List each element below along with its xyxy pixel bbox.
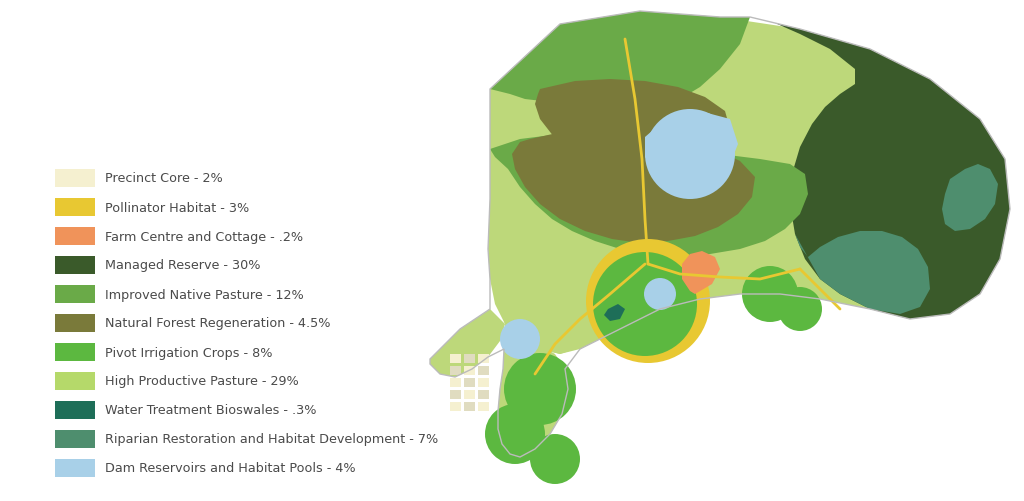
Circle shape [593,253,697,356]
Bar [55,314,95,332]
Text: Pivot Irrigation Crops - 8%: Pivot Irrigation Crops - 8% [105,346,272,359]
Bar [55,227,95,245]
Polygon shape [464,402,475,411]
Bar [55,343,95,361]
Polygon shape [493,229,580,354]
Circle shape [742,267,798,322]
Text: Pollinator Habitat - 3%: Pollinator Habitat - 3% [105,201,249,214]
Circle shape [645,110,735,199]
Polygon shape [478,378,489,387]
Text: Dam Reservoirs and Habitat Pools - 4%: Dam Reservoirs and Habitat Pools - 4% [105,461,355,474]
Bar [55,286,95,304]
Bar [55,459,95,477]
Polygon shape [450,378,461,387]
Bar [55,170,95,188]
Text: Water Treatment Bioswales - .3%: Water Treatment Bioswales - .3% [105,404,316,417]
Polygon shape [464,354,475,363]
Text: Managed Reserve - 30%: Managed Reserve - 30% [105,259,260,272]
Polygon shape [430,310,505,377]
Polygon shape [478,354,489,363]
Circle shape [530,434,580,484]
Polygon shape [464,378,475,387]
Polygon shape [464,390,475,399]
Polygon shape [942,165,998,231]
Bar [55,257,95,275]
Text: High Productive Pasture - 29%: High Productive Pasture - 29% [105,375,299,388]
Polygon shape [498,324,568,457]
Polygon shape [512,128,755,243]
Polygon shape [604,305,625,321]
Polygon shape [450,354,461,363]
Text: Natural Forest Regeneration - 4.5%: Natural Forest Regeneration - 4.5% [105,317,331,330]
Circle shape [644,279,676,311]
Text: Precinct Core - 2%: Precinct Core - 2% [105,172,223,185]
Polygon shape [464,366,475,375]
Polygon shape [488,12,1010,354]
Text: Farm Centre and Cottage - .2%: Farm Centre and Cottage - .2% [105,230,303,243]
Bar [55,401,95,419]
Text: Riparian Restoration and Habitat Development - 7%: Riparian Restoration and Habitat Develop… [105,433,438,445]
Polygon shape [450,390,461,399]
Bar [55,372,95,390]
Circle shape [504,353,575,425]
Bar [55,430,95,448]
Polygon shape [478,402,489,411]
Circle shape [778,288,822,331]
Bar [55,198,95,216]
Polygon shape [450,402,461,411]
Polygon shape [450,366,461,375]
Polygon shape [478,366,489,375]
Polygon shape [682,252,720,295]
Polygon shape [795,231,930,314]
Circle shape [485,404,545,464]
Circle shape [500,319,540,359]
Polygon shape [645,112,738,182]
Circle shape [586,239,710,363]
Polygon shape [490,135,808,257]
Polygon shape [478,390,489,399]
Text: Improved Native Pasture - 12%: Improved Native Pasture - 12% [105,288,304,301]
Polygon shape [750,18,1010,319]
Polygon shape [490,12,750,112]
Polygon shape [535,80,730,172]
